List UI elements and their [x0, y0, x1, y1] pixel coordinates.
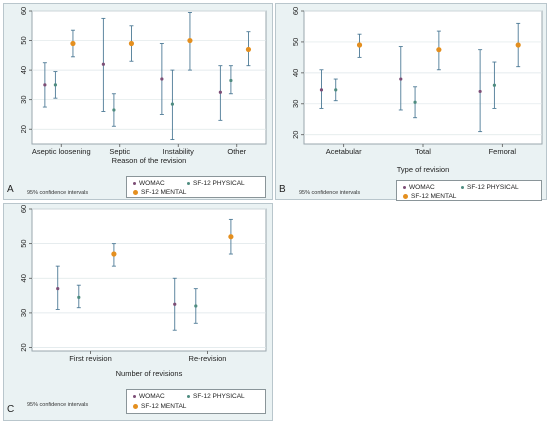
legend-c: WOMAC SF-12 PHYSICAL SF-12 MENTAL: [126, 389, 266, 414]
legend-item-sf12-physical: SF-12 PHYSICAL: [187, 393, 245, 400]
x-axis-title: Type of revision: [397, 165, 450, 174]
sf12-physical-point: [194, 304, 198, 308]
womac-marker-icon: [133, 394, 136, 398]
legend-item-womac: WOMAC: [133, 180, 165, 187]
y-tick-label: 40: [291, 69, 300, 77]
legend-item-sf12-mental: SF-12 MENTAL: [133, 403, 186, 410]
sf12-mental-point: [128, 40, 135, 47]
legend-item-sf12-physical: SF-12 PHYSICAL: [187, 180, 245, 187]
sf12-physical-point: [170, 102, 174, 106]
panel-letter-b: B: [279, 184, 286, 195]
legend-label-sf12-physical: SF-12 PHYSICAL: [193, 180, 245, 187]
legend-label-sf12-mental: SF-12 MENTAL: [411, 193, 457, 200]
sf12-mental-point: [187, 37, 193, 44]
panel-c: 20 30 40 50 60 First revision Re-revision Numbe…: [3, 203, 273, 421]
chart-a: 20 30 40 50 60 Aseptic loosening Septic Instabi…: [19, 7, 267, 165]
legend-label-sf12-physical: SF-12 PHYSICAL: [193, 393, 245, 400]
sf12-mental-point: [228, 234, 234, 240]
x-tick-label: Septic: [109, 147, 130, 156]
sf12-physical-point: [413, 100, 417, 104]
x-axis-title: Number of revisions: [116, 369, 183, 378]
legend-label-sf12-mental: SF-12 MENTAL: [141, 189, 187, 196]
panel-a: 20 30 40 50 60 Aseptic loosening Septic Instabi…: [3, 3, 273, 200]
y-tick-label: 50: [291, 38, 300, 46]
x-tick-label: Re-revision: [189, 354, 227, 363]
sf12-physical-point: [77, 295, 81, 299]
ci-note-c: 95% confidence intervals: [27, 402, 89, 408]
womac-point: [43, 83, 47, 87]
y-tick-label: 30: [19, 95, 28, 103]
y-tick-label: 50: [19, 239, 28, 247]
womac-marker-icon: [403, 185, 406, 189]
y-tick-label: 40: [19, 274, 28, 282]
sf12-physical-marker-icon: [187, 394, 190, 398]
sf12-physical-point: [334, 88, 338, 92]
legend-b: WOMAC SF-12 PHYSICAL SF-12 MENTAL: [396, 180, 542, 201]
legend-item-sf12-physical: SF-12 PHYSICAL: [461, 184, 519, 191]
plot-area: [31, 10, 267, 145]
sf12-mental-marker-icon: [133, 403, 138, 409]
sf12-mental-point: [70, 40, 76, 47]
sf12-physical-point: [53, 83, 58, 87]
legend-a: WOMAC SF-12 PHYSICAL SF-12 MENTAL: [126, 176, 266, 198]
sf12-mental-marker-icon: [133, 189, 138, 195]
sf12-physical-point: [229, 78, 233, 83]
womac-point: [160, 77, 164, 81]
y-tick-label: 50: [19, 36, 28, 44]
sf12-mental-point: [111, 251, 117, 257]
legend-item-sf12-mental: SF-12 MENTAL: [133, 189, 186, 196]
womac-point: [218, 90, 222, 94]
y-tick-label: 60: [19, 205, 28, 213]
x-tick-label: Acetabular: [326, 147, 362, 156]
legend-label-sf12-mental: SF-12 MENTAL: [141, 403, 187, 410]
chart-c: 20 30 40 50 60 First revision Re-revision Numbe…: [19, 205, 267, 378]
sf12-mental-marker-icon: [403, 193, 408, 199]
x-tick-label: Femoral: [489, 147, 517, 156]
panel-b: 20 30 40 50 60 Acetabular Total Femoral Type of …: [275, 3, 547, 201]
y-tick-label: 60: [291, 7, 300, 15]
womac-point: [319, 88, 324, 92]
womac-point: [399, 77, 403, 81]
y-tick-label: 30: [291, 100, 300, 108]
womac-point: [173, 302, 177, 306]
x-tick-label: Aseptic loosening: [32, 147, 91, 156]
womac-marker-icon: [133, 181, 136, 185]
legend-item-womac: WOMAC: [133, 393, 165, 400]
x-tick-label: First revision: [69, 354, 112, 363]
y-tick-label: 40: [19, 66, 28, 74]
panel-letter-a: A: [7, 184, 14, 195]
sf12-physical-marker-icon: [187, 181, 190, 185]
plot-area: [303, 10, 543, 145]
x-tick-label: Total: [415, 147, 431, 156]
y-tick-label: 60: [19, 7, 28, 15]
ci-note-b: 95% confidence intervals: [299, 190, 361, 196]
y-tick-label: 20: [19, 343, 28, 351]
sf12-mental-point: [436, 47, 442, 53]
x-tick-label: Instability: [163, 147, 195, 156]
sf12-physical-point: [492, 83, 496, 87]
sf12-physical-point: [112, 108, 116, 112]
y-tick-label: 30: [19, 309, 28, 317]
panel-letter-c: C: [7, 404, 15, 415]
legend-item-womac: WOMAC: [403, 184, 435, 191]
sf12-physical-marker-icon: [461, 185, 464, 189]
legend-label-womac: WOMAC: [139, 180, 165, 187]
sf12-mental-point: [515, 42, 521, 48]
legend-item-sf12-mental: SF-12 MENTAL: [403, 193, 456, 200]
plot-area: [31, 208, 267, 352]
womac-point: [101, 62, 105, 66]
sf12-mental-point: [356, 42, 363, 48]
chart-b: 20 30 40 50 60 Acetabular Total Femoral Type of …: [291, 7, 543, 174]
legend-label-sf12-physical: SF-12 PHYSICAL: [467, 184, 519, 191]
legend-label-womac: WOMAC: [409, 184, 435, 191]
legend-label-womac: WOMAC: [139, 393, 165, 400]
y-tick-label: 20: [19, 125, 28, 133]
womac-point: [478, 89, 482, 94]
ci-note-a: 95% confidence intervals: [27, 190, 89, 196]
y-tick-label: 20: [291, 131, 300, 139]
x-tick-label: Other: [227, 147, 246, 156]
womac-point: [56, 287, 60, 291]
sf12-mental-point: [245, 46, 252, 53]
x-axis-title: Reason of the revision: [112, 156, 187, 165]
